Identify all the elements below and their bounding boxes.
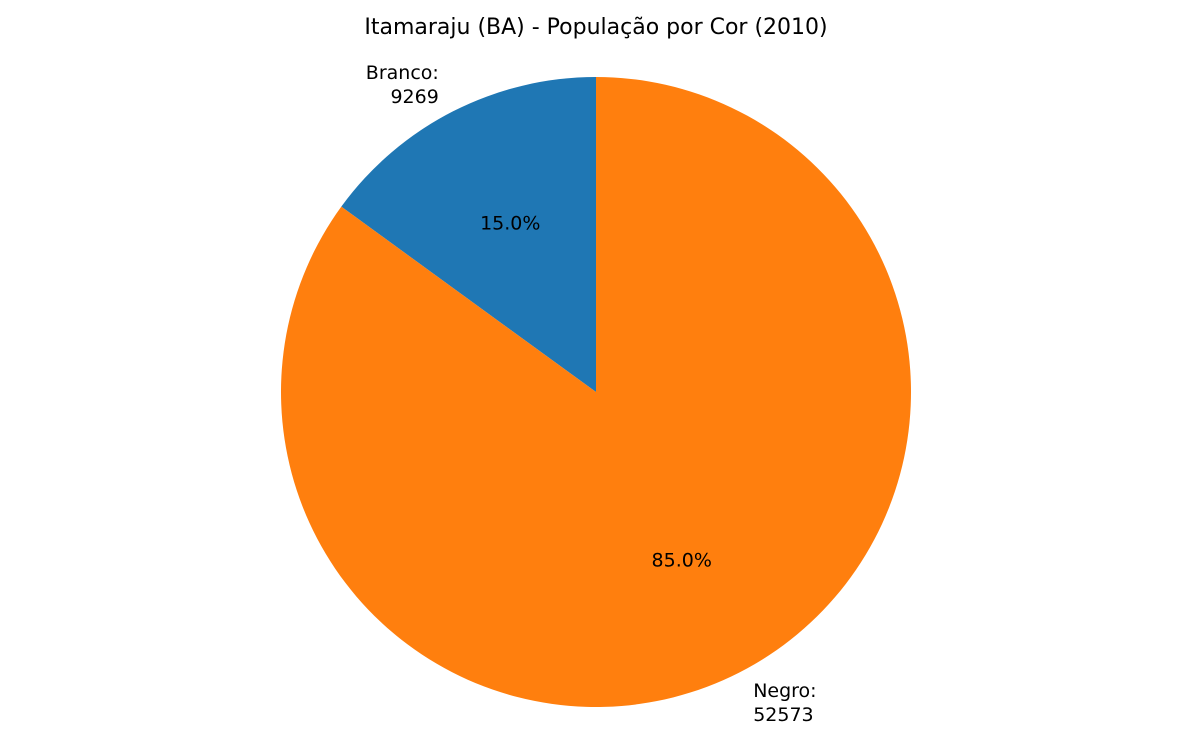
- pie-slices: [281, 77, 912, 707]
- slice-label-negro: Negro: 52573: [753, 680, 816, 726]
- percent-label-negro: 85.0%: [652, 549, 712, 571]
- pie-slice-negro: [281, 77, 912, 707]
- percent-label-branco: 15.0%: [480, 213, 540, 235]
- pie-slice-branco: [341, 77, 596, 392]
- pie-labels: Branco: 9269 15.0% Negro: 52573 85.0%: [366, 62, 817, 726]
- slice-label-branco: Branco: 9269: [366, 62, 439, 108]
- chart-title: Itamaraju (BA) - População por Cor (2010…: [364, 15, 827, 40]
